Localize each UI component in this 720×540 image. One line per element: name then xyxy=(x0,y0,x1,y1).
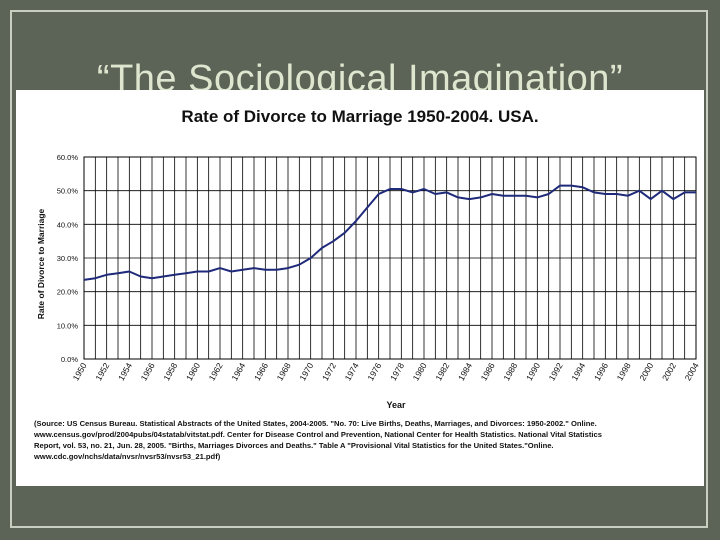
x-tick-label: 1958 xyxy=(161,361,179,383)
x-axis-label: Year xyxy=(386,400,406,410)
x-tick-label: 2000 xyxy=(637,361,655,383)
x-tick-label: 1996 xyxy=(592,361,610,383)
x-tick-label: 1978 xyxy=(388,361,406,383)
y-tick-label: 10.0% xyxy=(57,321,79,330)
series-line xyxy=(83,184,696,281)
chart-card: Rate of Divorce to Marriage 1950-2004. U… xyxy=(16,90,704,486)
source-line: Report, vol. 53, no. 21, Jun. 28, 2005. … xyxy=(34,441,554,450)
x-tick-label: 1990 xyxy=(524,361,542,383)
x-tick-label: 1976 xyxy=(365,361,383,383)
y-tick-label: 50.0% xyxy=(57,187,79,196)
y-tick-label: 30.0% xyxy=(57,254,79,263)
plot-border xyxy=(83,156,697,360)
source-line: (Source: US Census Bureau. Statistical A… xyxy=(34,419,597,428)
x-tick-label: 1992 xyxy=(547,361,565,383)
slide-frame xyxy=(10,10,708,528)
x-tick-label: 1966 xyxy=(252,361,270,383)
source-citation: (Source: US Census Bureau. Statistical A… xyxy=(34,418,694,462)
chart-title: Rate of Divorce to Marriage 1950-2004. U… xyxy=(181,107,538,126)
y-axis-label: Rate of Divorce to Marriage xyxy=(36,208,46,319)
x-tick-label: 1950 xyxy=(71,361,89,383)
x-tick-label: 1998 xyxy=(615,361,633,383)
y-tick-label: 0.0% xyxy=(61,355,78,364)
x-tick-label: 1960 xyxy=(184,361,202,383)
x-tick-label: 2004 xyxy=(683,361,701,383)
y-tick-label: 20.0% xyxy=(57,288,79,297)
x-tick-label: 1994 xyxy=(569,361,587,383)
x-tick-label: 1980 xyxy=(411,361,429,383)
x-tick-label: 1970 xyxy=(297,361,315,383)
series-layer xyxy=(83,184,696,281)
grid-layer xyxy=(83,156,697,360)
x-tick-label: 1968 xyxy=(275,361,293,383)
source-line: www.cdc.gov/nchs/data/nvsr/nvsr53/nvsr53… xyxy=(34,452,221,461)
x-tick-label: 2002 xyxy=(660,361,678,383)
x-tick-label: 1962 xyxy=(207,361,225,383)
x-tick-label: 1952 xyxy=(93,361,111,383)
x-tick-label: 1972 xyxy=(320,361,338,383)
y-tick-label: 40.0% xyxy=(57,220,79,229)
x-tick-label: 1986 xyxy=(479,361,497,383)
source-line: www.census.gov/prod/2004pubs/04statab/vi… xyxy=(34,430,602,439)
divorce-rate-chart: Rate of Divorce to Marriage 1950-2004. U… xyxy=(36,107,701,410)
x-tick-label: 1956 xyxy=(139,361,157,383)
x-tick-label: 1984 xyxy=(456,361,474,383)
x-tick-label: 1988 xyxy=(501,361,519,383)
y-tick-label: 60.0% xyxy=(57,153,79,162)
x-tick-label: 1964 xyxy=(229,361,247,383)
x-tick-label: 1954 xyxy=(116,361,134,383)
x-tick-label: 1982 xyxy=(433,361,451,383)
x-tick-label: 1974 xyxy=(343,361,361,383)
